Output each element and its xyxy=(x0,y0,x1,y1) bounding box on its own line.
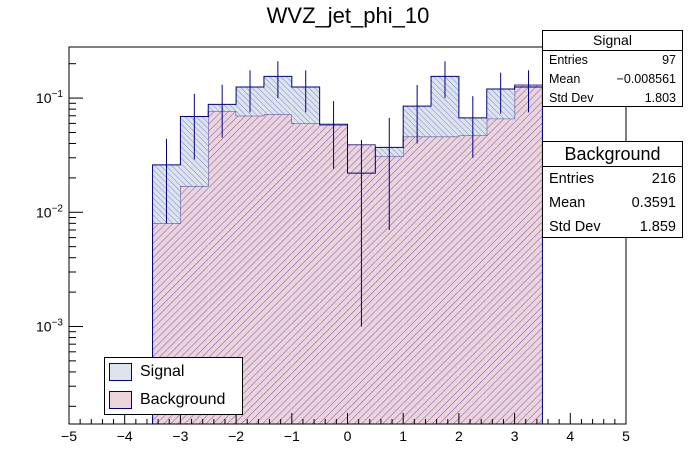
legend-item-signal: Signal xyxy=(105,358,242,386)
stat-label: Std Dev xyxy=(549,219,601,235)
background-bar xyxy=(263,114,292,425)
legend-item-background: Background xyxy=(105,386,242,414)
background-bar xyxy=(486,118,515,424)
stat-row-mean: Mean 0.3591 xyxy=(543,191,682,215)
x-tick-label: 4 xyxy=(566,428,574,444)
x-tick-label: 1 xyxy=(399,428,407,444)
stat-value: 1.859 xyxy=(639,219,676,235)
x-tick-label: −2 xyxy=(228,428,244,444)
stat-value: 216 xyxy=(651,171,676,187)
x-tick-label: −5 xyxy=(61,428,77,444)
stat-label: Mean xyxy=(549,195,586,211)
x-tick-label: 5 xyxy=(622,428,630,444)
stat-value: −0.008561 xyxy=(616,72,676,86)
stat-row-stddev: Std Dev 1.803 xyxy=(543,89,682,108)
x-tick-label: 0 xyxy=(344,428,352,444)
y-tick-label: 10−1 xyxy=(36,89,63,106)
background-bar xyxy=(291,123,320,425)
stat-box-title: Signal xyxy=(543,31,682,51)
y-tick-label: 10−2 xyxy=(36,203,63,220)
stat-row-mean: Mean −0.008561 xyxy=(543,70,682,89)
legend: Signal Background xyxy=(104,357,243,415)
background-bar xyxy=(319,125,348,424)
x-tick-label: −3 xyxy=(172,428,188,444)
background-bar xyxy=(403,136,432,425)
stat-label: Entries xyxy=(549,53,588,67)
x-tick-label: 3 xyxy=(511,428,519,444)
legend-swatch-background xyxy=(109,391,132,409)
legend-label: Background xyxy=(140,391,226,408)
stat-label: Std Dev xyxy=(549,91,594,105)
stat-value: 1.803 xyxy=(644,91,676,105)
legend-label: Signal xyxy=(140,363,185,380)
stat-row-entries: Entries 216 xyxy=(543,167,682,191)
stat-box-background: Background Entries 216 Mean 0.3591 Std D… xyxy=(542,141,683,238)
stat-box-signal: Signal Entries 97 Mean −0.008561 Std Dev… xyxy=(542,30,683,107)
stat-label: Mean xyxy=(549,72,581,86)
background-bar xyxy=(514,85,543,425)
stat-row-entries: Entries 97 xyxy=(543,51,682,70)
background-bar xyxy=(431,136,459,425)
stat-label: Entries xyxy=(549,171,595,187)
x-tick-label: −4 xyxy=(117,428,133,444)
stat-value: 97 xyxy=(662,53,676,67)
y-tick-label: 10−3 xyxy=(36,317,63,334)
x-tick-label: 2 xyxy=(455,428,463,444)
chart-title: WVZ_jet_phi_10 xyxy=(266,3,430,28)
stat-box-title: Background xyxy=(543,142,682,167)
signal-outline xyxy=(152,75,543,424)
legend-swatch-signal xyxy=(109,363,132,381)
x-tick-label: −1 xyxy=(284,428,300,444)
background-bar xyxy=(458,135,487,424)
stat-value: 0.3591 xyxy=(631,195,676,211)
stat-row-stddev: Std Dev 1.859 xyxy=(543,215,682,239)
